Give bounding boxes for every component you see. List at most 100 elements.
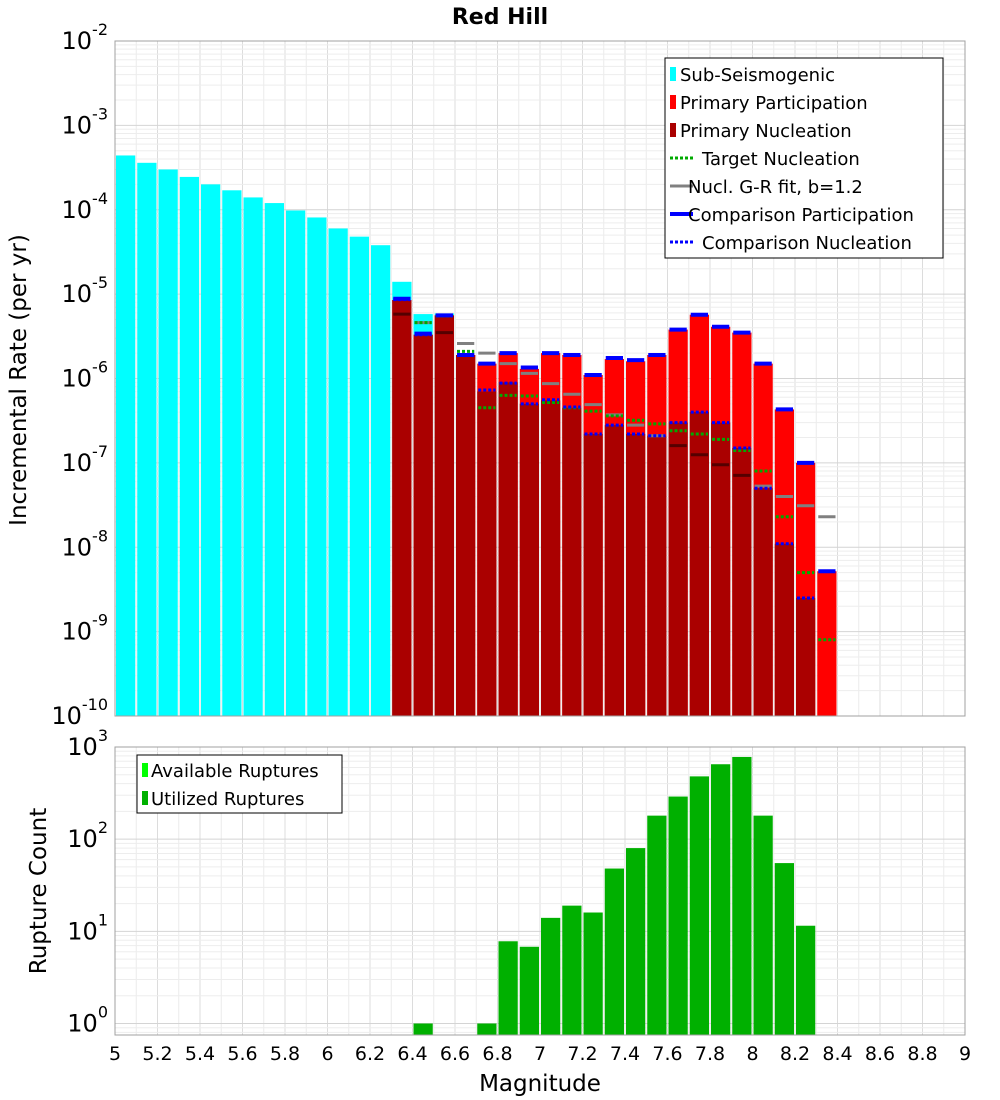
legend-entry: Primary Nucleation	[670, 121, 852, 142]
legend-label: Primary Participation	[680, 93, 868, 114]
legend-swatch	[670, 67, 676, 81]
bar-utilized-ruptures	[604, 868, 624, 1035]
bar-utilized-ruptures	[413, 1023, 433, 1035]
y-tick-label: 10-4	[62, 189, 109, 224]
bar-utilized-ruptures	[541, 917, 561, 1035]
bottom-legend: Available Ruptures Utilized Ruptures	[136, 754, 343, 814]
y-tick-label: 101	[67, 910, 108, 945]
bar-utilized-ruptures	[668, 796, 688, 1035]
legend-label: Nucl. G-R fit, b=1.2	[688, 177, 863, 198]
bar-utilized-ruptures	[796, 925, 816, 1035]
top-plot-frame	[114, 40, 966, 717]
bar-utilized-ruptures	[753, 815, 773, 1035]
x-tick-label: 5.4	[185, 1043, 215, 1065]
legend-swatch	[142, 763, 148, 777]
x-tick-label: 7.4	[610, 1043, 640, 1065]
legend-entry: Utilized Ruptures	[142, 789, 304, 810]
bar-sub-seismogenic	[201, 184, 221, 717]
bar-primary-nucleation	[774, 543, 794, 716]
bar-sub-seismogenic	[116, 155, 136, 716]
legend-box	[136, 754, 343, 814]
x-tick-label: 5.2	[142, 1043, 172, 1065]
legend-label: Target Nucleation	[701, 149, 860, 170]
bar-primary-participation	[817, 571, 837, 716]
bar-utilized-ruptures	[711, 764, 731, 1035]
bar-sub-seismogenic	[243, 197, 263, 717]
bar-sub-seismogenic	[179, 176, 199, 716]
x-ticks: 5 5.2 5.4 5.6 5.8 6 6.2 6.4 6.6 6.8 7 7.2 7.4 7.6 7.8 8…	[109, 1043, 971, 1065]
bar-utilized-ruptures	[626, 848, 646, 1035]
bar-primary-nucleation	[796, 598, 816, 716]
x-tick-label: 6.6	[440, 1043, 470, 1065]
bar-primary-nucleation	[668, 422, 688, 716]
bar-primary-nucleation	[753, 488, 773, 716]
bar-primary-nucleation	[583, 433, 603, 716]
top-markers	[393, 296, 836, 642]
top-bars	[116, 155, 837, 717]
bar-sub-seismogenic	[349, 236, 369, 716]
bar-sub-seismogenic	[371, 245, 391, 717]
y-tick-label: 10-10	[51, 695, 108, 730]
legend-swatch	[670, 123, 676, 137]
top-y-axis-label: Incremental Rate (per yr)	[6, 234, 32, 526]
bar-sub-seismogenic	[264, 203, 284, 716]
bar-sub-seismogenic	[222, 190, 242, 716]
legend-entry: Sub-Seismogenic	[670, 65, 835, 86]
legend-entry: Available Ruptures	[142, 761, 319, 782]
bar-primary-nucleation	[689, 412, 709, 716]
bar-primary-nucleation	[519, 403, 539, 716]
bar-primary-nucleation	[456, 354, 476, 716]
legend-label: Sub-Seismogenic	[680, 65, 835, 86]
bar-utilized-ruptures	[519, 946, 539, 1035]
y-tick-label: 10-7	[62, 442, 109, 477]
legend-box	[664, 57, 944, 259]
bar-sub-seismogenic	[307, 217, 327, 717]
x-tick-label: 8.4	[822, 1043, 852, 1065]
x-tick-label: 5.8	[270, 1043, 300, 1065]
bar-primary-nucleation	[434, 315, 454, 716]
legend-label: Comparison Participation	[688, 205, 914, 226]
bar-primary-nucleation	[647, 435, 667, 716]
x-tick-label: 8.6	[865, 1043, 895, 1065]
x-tick-label: 8.8	[907, 1043, 937, 1065]
bar-primary-nucleation	[498, 382, 518, 716]
bar-primary-nucleation	[541, 400, 561, 716]
x-tick-label: 8	[746, 1043, 758, 1065]
bar-primary-nucleation	[711, 422, 731, 716]
bar-utilized-ruptures	[477, 1023, 497, 1035]
y-tick-label: 10-8	[62, 526, 109, 561]
legend-entry: Primary Participation	[670, 93, 868, 114]
bar-utilized-ruptures	[498, 941, 518, 1035]
legend-label: Available Ruptures	[151, 761, 319, 782]
bar-primary-nucleation	[626, 433, 646, 716]
legend-entry: Nucl. G-R fit, b=1.2	[670, 177, 863, 198]
y-tick-label: 103	[67, 726, 108, 761]
y-tick-label: 10-3	[62, 104, 109, 139]
bar-primary-nucleation	[477, 391, 497, 716]
bar-sub-seismogenic	[158, 169, 178, 716]
x-tick-label: 6.8	[482, 1043, 512, 1065]
bar-primary-nucleation	[562, 407, 582, 716]
bar-primary-nucleation	[413, 334, 433, 716]
top-legend: Sub-Seismogenic Primary Participation Prim…	[664, 57, 944, 259]
x-tick-label: 5	[109, 1043, 121, 1065]
y-tick-label: 100	[67, 1002, 108, 1037]
bar-utilized-ruptures	[774, 863, 794, 1035]
y-tick-label: 10-5	[62, 273, 109, 308]
bar-utilized-ruptures	[732, 756, 752, 1035]
y-tick-label: 102	[67, 818, 108, 853]
bottom-plot-frame	[114, 746, 966, 1036]
legend-entry: Comparison Participation	[670, 205, 914, 226]
bar-utilized-ruptures	[562, 905, 582, 1035]
x-tick-label: 9	[959, 1043, 971, 1065]
top-plot-area: 10-10 10-9 10-8 10-7 10-6 10-5 10-4 10-3 10-2 Sub…	[51, 20, 966, 730]
x-tick-label: 7.6	[652, 1043, 682, 1065]
x-axis-label: Magnitude	[479, 1071, 601, 1097]
bottom-y-axis-label: Rupture Count	[26, 808, 52, 974]
x-tick-label: 7.8	[695, 1043, 725, 1065]
legend-label: Utilized Ruptures	[151, 789, 304, 810]
bar-utilized-ruptures	[583, 912, 603, 1035]
legend-label: Primary Nucleation	[680, 121, 852, 142]
